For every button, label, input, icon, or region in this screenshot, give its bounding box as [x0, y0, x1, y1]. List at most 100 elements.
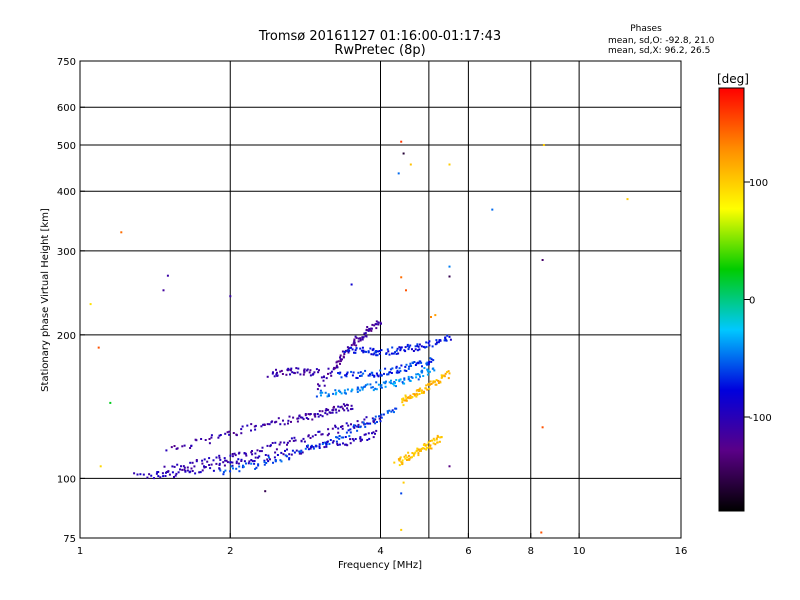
data-point [268, 423, 271, 426]
data-point [386, 348, 389, 351]
data-point [368, 327, 371, 330]
data-point [89, 303, 92, 306]
data-point [275, 373, 278, 376]
data-point [225, 459, 228, 462]
data-point [416, 349, 419, 352]
data-point [352, 342, 355, 345]
data-point [372, 418, 375, 421]
data-point [359, 436, 362, 439]
data-point [189, 461, 192, 464]
data-point [99, 465, 102, 468]
data-point [371, 432, 373, 435]
data-point [338, 409, 341, 412]
colorbar-tick-label: 0 [749, 296, 755, 307]
data-point [263, 459, 266, 462]
y-tick-label: 500 [57, 141, 76, 152]
data-point [437, 379, 440, 382]
data-point [326, 440, 329, 443]
data-point [430, 316, 432, 318]
data-point [426, 363, 428, 366]
data-point [296, 371, 299, 374]
data-point [326, 434, 329, 437]
data-point [273, 456, 276, 459]
data-point [382, 413, 385, 416]
data-point [432, 359, 435, 362]
data-point [229, 295, 232, 298]
data-point [288, 415, 291, 418]
data-point [302, 437, 305, 440]
data-point [231, 461, 234, 464]
data-point [281, 373, 284, 375]
data-point [240, 460, 243, 462]
plot-area: 1 2 4 6 8 10 16 75 100 200 300 400 500 600 750 [57, 57, 687, 557]
data-point [146, 476, 149, 479]
data-point [426, 443, 429, 446]
data-point [422, 345, 425, 348]
data-point [435, 437, 438, 440]
data-point [219, 458, 222, 461]
data-point [417, 345, 420, 348]
data-point [157, 475, 160, 478]
data-point [423, 447, 426, 450]
data-point [400, 528, 403, 531]
data-point [329, 372, 332, 375]
data-point [421, 369, 424, 372]
data-point [264, 454, 267, 456]
data-point [365, 335, 368, 338]
data-point [353, 343, 356, 346]
data-point [436, 441, 439, 444]
data-point [345, 422, 348, 425]
data-point [364, 332, 367, 335]
data-point [201, 469, 204, 472]
data-point [409, 362, 412, 365]
data-point [235, 433, 238, 436]
data-point [375, 388, 378, 391]
data-point [319, 391, 322, 394]
data-point [379, 386, 382, 389]
data-point [342, 436, 345, 439]
data-point [391, 352, 393, 355]
x-tick-label: 8 [528, 546, 534, 557]
data-point [433, 439, 436, 442]
data-point [332, 368, 335, 371]
data-point [313, 414, 316, 417]
data-point [324, 391, 327, 394]
data-point [290, 420, 292, 423]
data-point [491, 208, 494, 211]
data-point [404, 457, 407, 460]
data-point [240, 458, 243, 461]
data-point [350, 346, 353, 349]
data-point [336, 442, 339, 445]
data-point [222, 461, 225, 464]
data-point [266, 444, 269, 447]
data-point [448, 163, 451, 166]
data-point [353, 351, 355, 354]
data-point [401, 459, 404, 462]
data-point [314, 413, 317, 416]
data-point [404, 346, 407, 349]
data-point [439, 381, 442, 384]
data-point [428, 344, 431, 347]
data-point [402, 399, 405, 402]
data-point [329, 439, 332, 441]
data-point [414, 345, 417, 348]
data-point [365, 328, 368, 331]
data-point [325, 442, 328, 445]
x-tick-label: 2 [227, 546, 233, 557]
data-point [419, 375, 421, 378]
data-point [335, 366, 338, 369]
data-point [304, 413, 307, 415]
data-point [341, 427, 344, 430]
data-point [415, 449, 418, 452]
data-point [226, 431, 229, 434]
data-point [353, 340, 356, 343]
data-point [345, 372, 348, 375]
x-tick-label: 1 [77, 546, 83, 557]
data-point [324, 412, 327, 415]
data-point [438, 440, 441, 443]
data-point [318, 447, 321, 449]
x-axis-label: Frequency [MHz] [338, 560, 422, 571]
data-point [283, 423, 286, 426]
data-point [424, 444, 427, 447]
data-point [375, 323, 378, 326]
